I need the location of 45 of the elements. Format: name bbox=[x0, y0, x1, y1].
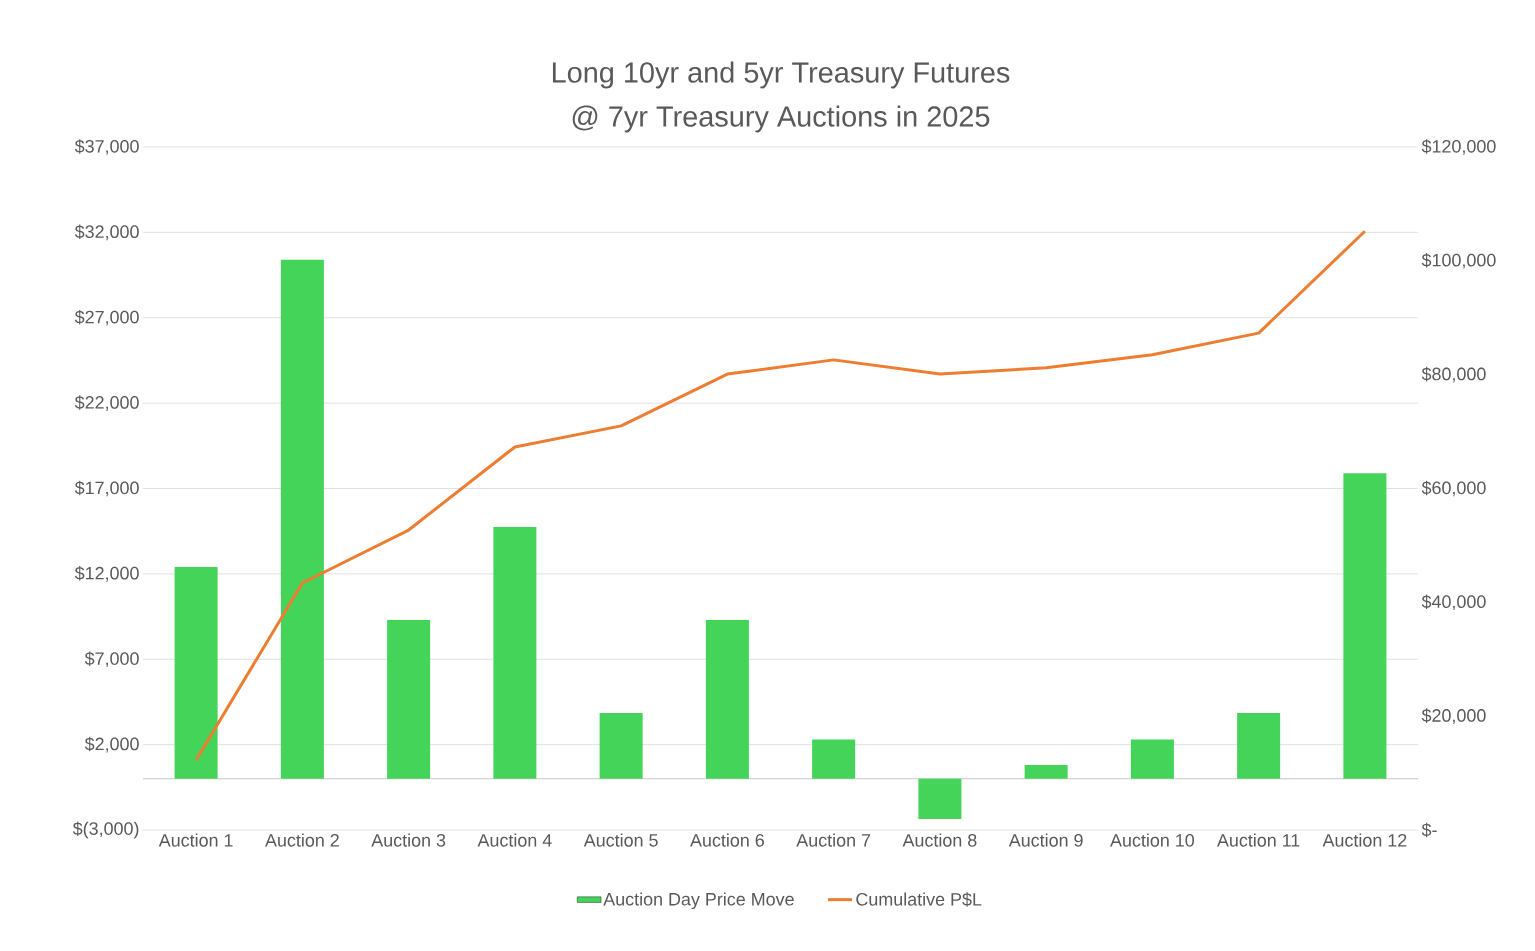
y-tick-label: $(3,000) bbox=[72, 821, 139, 839]
y-tick-label: $12,000 bbox=[74, 566, 139, 582]
x-tick-label: Auction 4 bbox=[477, 833, 552, 847]
y2-tick-label: $- bbox=[1421, 822, 1437, 838]
y-tick-label: $7,000 bbox=[84, 651, 139, 668]
y-tick-label: $37,000 bbox=[74, 139, 139, 155]
chart-subtitle: @ 7yr Treasury Auctions in 2025 bbox=[572, 105, 990, 133]
bar bbox=[174, 567, 218, 779]
x-tick-label: Auction 3 bbox=[371, 833, 446, 847]
y2-tick-label: $60,000 bbox=[1421, 480, 1486, 497]
x-tick-label: Auction 1 bbox=[158, 833, 233, 847]
y-tick-label: $2,000 bbox=[84, 736, 139, 753]
y2-tick-label: $40,000 bbox=[1421, 594, 1486, 611]
x-tick-label: Auction 9 bbox=[1008, 833, 1083, 847]
y-tick-label: $22,000 bbox=[74, 395, 139, 411]
bar bbox=[1024, 765, 1068, 779]
x-tick-label: Auction 5 bbox=[583, 833, 658, 847]
bar bbox=[918, 778, 962, 819]
bar bbox=[599, 713, 643, 779]
chart-title: Long 10yr and 5yr Treasury Futures bbox=[552, 61, 1010, 89]
x-tick-label: Auction 8 bbox=[902, 833, 977, 847]
y2-tick-label: $80,000 bbox=[1421, 366, 1486, 383]
y-tick-label: $32,000 bbox=[74, 224, 139, 241]
bar bbox=[812, 739, 856, 779]
x-tick-label: Auction 6 bbox=[690, 833, 764, 847]
bar bbox=[280, 259, 324, 779]
x-tick-label: Auction 7 bbox=[796, 833, 871, 847]
x-tick-label: Auction 10 bbox=[1110, 833, 1195, 847]
x-tick-label: Auction 11 bbox=[1216, 833, 1300, 847]
legend-label: Cumulative P$L bbox=[856, 892, 982, 907]
y2-tick-label: $120,000 bbox=[1421, 139, 1496, 155]
bar bbox=[705, 619, 749, 779]
bar bbox=[1237, 713, 1281, 779]
y-tick-label: $17,000 bbox=[74, 480, 139, 497]
bar bbox=[387, 619, 431, 779]
line-series bbox=[194, 229, 1367, 762]
bar bbox=[1343, 473, 1387, 779]
x-tick-label: Auction 2 bbox=[265, 833, 339, 847]
bar bbox=[493, 526, 537, 779]
x-tick-label: Auction 12 bbox=[1322, 833, 1407, 847]
y-tick-label: $27,000 bbox=[74, 309, 139, 326]
y2-tick-label: $100,000 bbox=[1421, 253, 1496, 269]
bar bbox=[1130, 739, 1174, 779]
legend-label: Auction Day Price Move bbox=[603, 892, 794, 910]
y2-tick-label: $20,000 bbox=[1421, 708, 1486, 724]
